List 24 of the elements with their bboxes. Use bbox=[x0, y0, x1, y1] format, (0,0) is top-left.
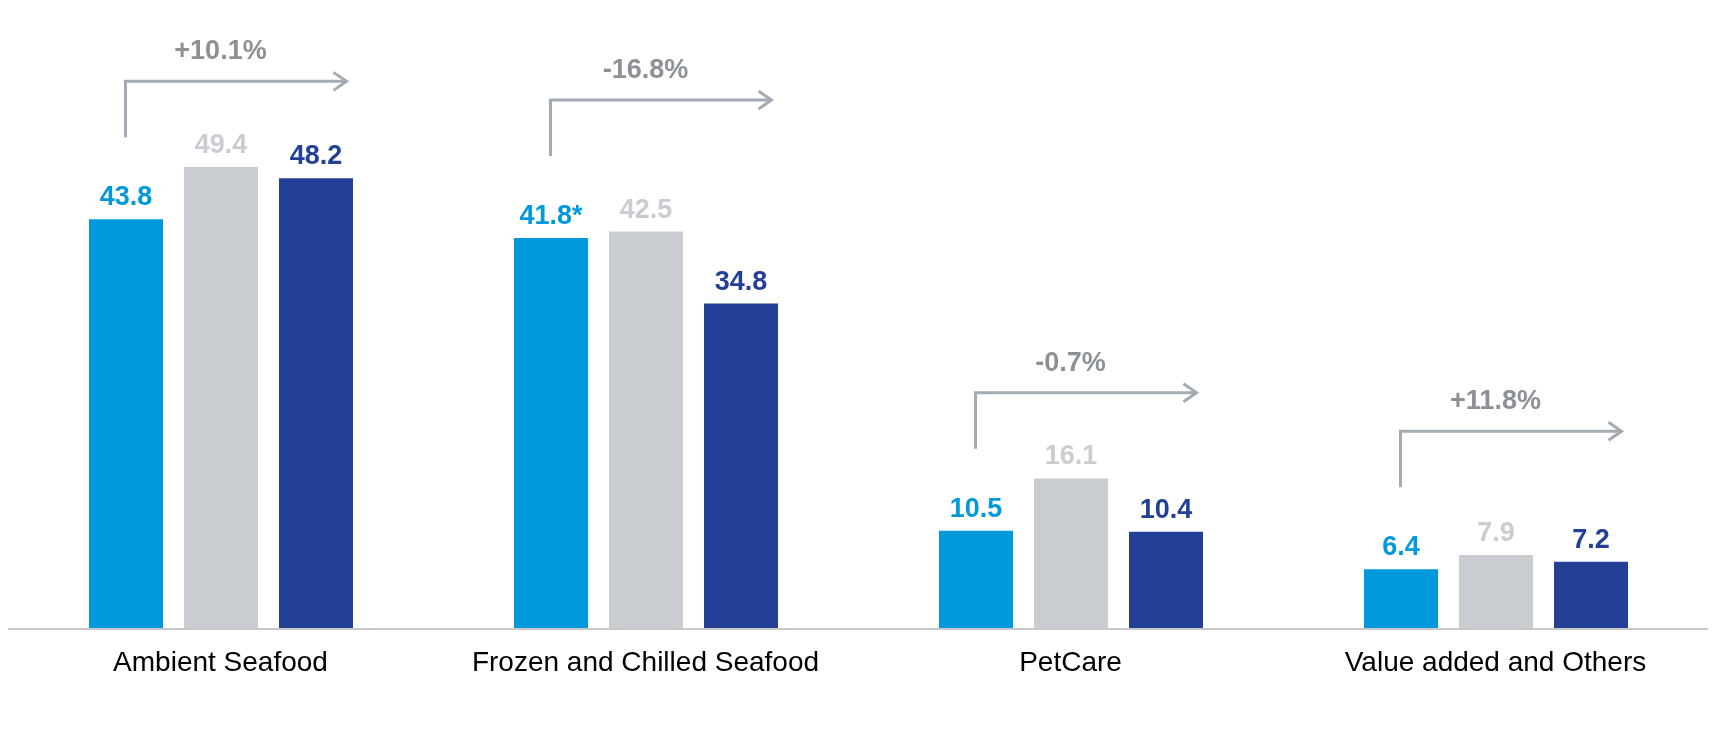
text: -16.8% bbox=[602, 54, 689, 85]
x-tick-label: Frozen and Chilled Seafood bbox=[471, 645, 820, 677]
data-label: 48.2 bbox=[289, 140, 343, 171]
bar bbox=[1129, 531, 1203, 629]
data-label: 7.2 bbox=[1572, 523, 1610, 554]
annotation: -0.7% bbox=[1035, 346, 1106, 377]
x-tick-label: Ambient Seafood bbox=[113, 645, 328, 677]
bar bbox=[1554, 561, 1628, 629]
data-label: 6.4 bbox=[1382, 531, 1420, 562]
data-label: 43.8 bbox=[99, 181, 153, 212]
data-label: 10.5 bbox=[949, 492, 1003, 523]
bar bbox=[704, 303, 778, 629]
bar bbox=[279, 178, 353, 629]
bar bbox=[514, 238, 588, 629]
bar bbox=[939, 530, 1013, 629]
data-label: 10.4 bbox=[1139, 493, 1193, 524]
bar bbox=[89, 219, 163, 629]
annotation: +11.8% bbox=[1450, 385, 1541, 416]
text: +10.1% bbox=[174, 35, 267, 66]
x-tick-label: Value added and Others bbox=[1344, 645, 1647, 677]
bar bbox=[1364, 569, 1438, 629]
data-label: 34.8 bbox=[714, 265, 768, 296]
data-label: 41.8* bbox=[519, 200, 584, 231]
x-tick-label: PetCare bbox=[1019, 645, 1122, 677]
